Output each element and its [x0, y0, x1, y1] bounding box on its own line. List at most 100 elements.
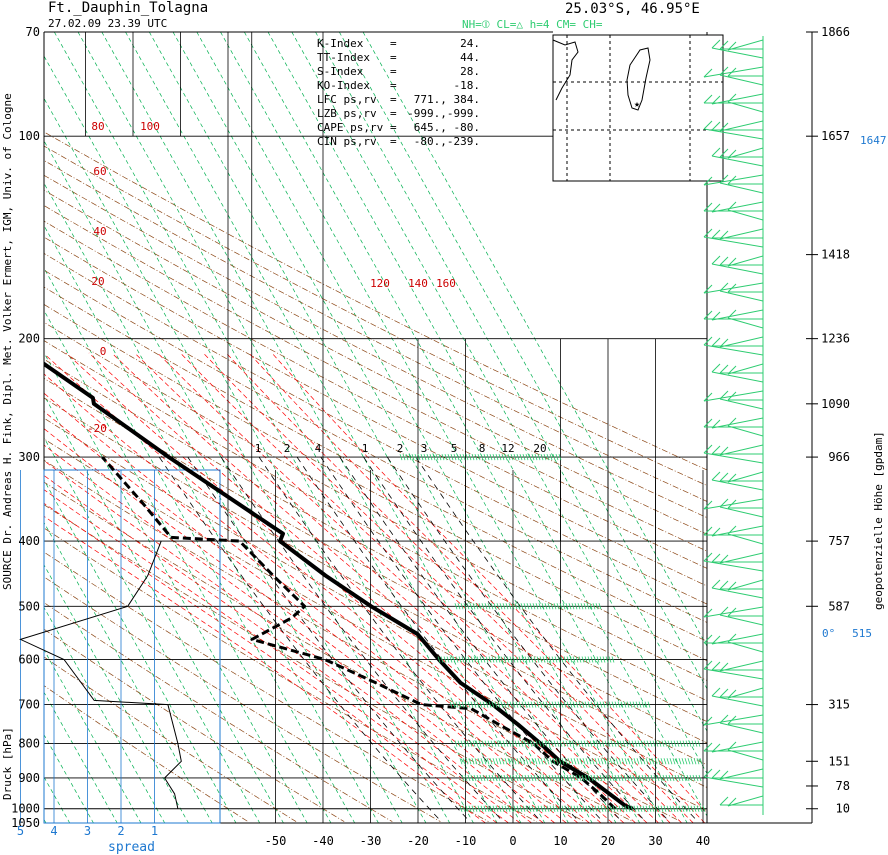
mixing-ratio-line [258, 456, 540, 821]
hatch-mark [435, 453, 439, 461]
moist-adiabat [44, 444, 544, 823]
wind-barb-feather [703, 768, 713, 778]
hatch-mark [499, 603, 503, 610]
hatch-mark [557, 656, 561, 663]
hatch-mark [492, 453, 496, 461]
isotherm-line [44, 691, 118, 823]
hatch-mark [527, 701, 531, 708]
hatch-mark [579, 805, 583, 812]
moist-adiabat [111, 352, 636, 823]
isotherm-line [44, 479, 237, 823]
hatch-mark [462, 805, 466, 812]
hatch-mark [528, 805, 532, 812]
hatch-mark [486, 805, 490, 812]
hatch-mark [485, 774, 489, 782]
hatch-mark [617, 701, 621, 708]
wind-barb-feather [711, 579, 721, 589]
hatch-mark [522, 758, 526, 765]
hatch-mark [459, 453, 463, 461]
hatch-mark [659, 774, 663, 782]
index-value: 771., 384. [414, 93, 480, 106]
hatch-mark [582, 805, 586, 812]
hatch-mark [644, 774, 648, 782]
mixing-ratio-line [158, 456, 441, 821]
hatch-mark [580, 740, 584, 747]
hatch-mark [565, 740, 569, 747]
hatch-mark [629, 774, 633, 782]
hatch-mark [569, 774, 573, 782]
hatch-mark [651, 805, 655, 812]
wind-barb-feather [703, 284, 713, 294]
wind-barb [719, 614, 764, 626]
wind-barb [727, 795, 764, 807]
hatch-mark [529, 740, 533, 747]
hatch-mark [464, 774, 468, 782]
hatch-mark [476, 774, 480, 782]
hatch-mark [605, 701, 609, 708]
tropopause-label: 1647 [860, 134, 887, 147]
hatch-mark [692, 774, 696, 782]
hatch-mark [592, 603, 596, 610]
hatch-mark [501, 805, 505, 812]
hatch-mark [549, 453, 553, 461]
hatch-mark [615, 758, 619, 765]
hatch-mark [493, 740, 497, 747]
dry-adiabat [44, 286, 707, 642]
wind-barb-feather [703, 228, 713, 238]
wind-barb [703, 344, 764, 356]
hatch-mark [562, 740, 566, 747]
wind-barb [711, 47, 764, 59]
hatch-mark [520, 603, 524, 610]
moist-adiabat [271, 352, 707, 814]
hatch-mark [629, 701, 633, 708]
hatch-mark [585, 805, 589, 812]
hatch-mark [483, 758, 487, 765]
hatch-mark [639, 805, 643, 812]
dry-adiabat [44, 205, 707, 552]
wind-barb [727, 533, 764, 545]
moist-adiabat [157, 352, 659, 823]
hatch-mark [683, 774, 687, 782]
hatch-mark [558, 758, 562, 765]
index-value: 44. [460, 51, 480, 64]
index-name: CAPE ps,rv [317, 121, 384, 134]
height-label: 757 [828, 534, 850, 548]
wind-barb-feather [719, 580, 729, 590]
hatch-mark [506, 656, 510, 663]
dry-adiabat [44, 160, 707, 502]
hatch-mark [536, 656, 540, 663]
hatch-mark [467, 701, 471, 708]
hatch-mark [537, 805, 541, 812]
hatch-mark [521, 701, 525, 708]
hatch-mark [693, 805, 697, 812]
index-name: TT-Index [317, 51, 370, 64]
hatch-mark [548, 774, 552, 782]
hatch-mark [656, 774, 660, 782]
hatch-mark [652, 740, 656, 747]
hatch-mark [495, 453, 499, 461]
wind-barb [719, 552, 764, 564]
hatch-mark [514, 740, 518, 747]
freezing-level-label: 0° [822, 627, 835, 640]
index-eq: = [390, 79, 397, 92]
hatch-mark [522, 453, 526, 461]
spread-tick-label: 3 [84, 824, 91, 838]
hatch-mark [497, 774, 501, 782]
hatch-mark [678, 805, 682, 812]
hatch-mark [672, 758, 676, 765]
hatch-mark [530, 774, 534, 782]
hatch-mark [463, 603, 467, 610]
hatch-mark [591, 758, 595, 765]
hatch-mark [461, 701, 465, 708]
hatch-mark [641, 701, 645, 708]
hatch-mark [399, 453, 403, 461]
hatch-mark [531, 453, 535, 461]
hatch-mark [549, 805, 553, 812]
hatch-mark [491, 774, 495, 782]
hatch-mark [611, 701, 615, 708]
hatch-mark [665, 774, 669, 782]
index-value: -18. [454, 79, 481, 92]
hatch-mark [554, 656, 558, 663]
hatch-mark [507, 453, 511, 461]
indices-table: K-Index = 24. TT-Index = 44. S-Index = 28. KO-Ind… [317, 37, 480, 148]
